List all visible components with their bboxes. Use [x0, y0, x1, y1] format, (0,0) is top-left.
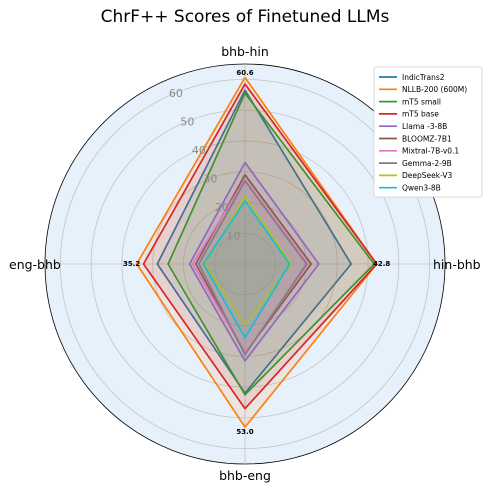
legend: IndicTrans2 NLLB-200 (600M) mT5 small mT5 b… — [373, 66, 483, 198]
legend-label: mT5 small — [402, 97, 441, 106]
axis-label: hin-bhb — [433, 257, 481, 272]
radial-tick-label: 60 — [169, 87, 183, 100]
grid — [45, 64, 445, 464]
max-value-label: 60.6 — [236, 69, 253, 77]
max-value-label: 53.0 — [236, 428, 253, 436]
legend-label: Llama -3-8B — [402, 122, 447, 131]
series-polygon — [197, 180, 308, 356]
legend-label: Gemma-2-9B — [402, 159, 452, 168]
legend-label: NLLB-200 (600M) — [402, 85, 467, 94]
legend-label: Qwen3-8B — [402, 184, 441, 193]
radial-tick-label: 10 — [226, 229, 240, 242]
axis-label: bhb-eng — [219, 468, 271, 483]
chart-title: ChrF++ Scores of Finetuned LLMs — [101, 7, 390, 27]
axis-label: eng-bhb — [9, 257, 61, 272]
radial-tick-label: 30 — [203, 172, 217, 185]
max-value-label: 35.2 — [123, 260, 140, 268]
legend-label: Mixtral-7B-v0.1 — [402, 147, 459, 156]
radial-tick-label: 20 — [215, 201, 229, 214]
legend-label: mT5 base — [402, 110, 439, 119]
series-group — [135, 76, 378, 428]
max-value-label: 42.8 — [373, 260, 390, 268]
legend-frame — [373, 66, 483, 198]
axis-label: bhb-hin — [221, 44, 269, 59]
series-polygon — [167, 92, 376, 396]
radial-tick-label: 40 — [192, 144, 206, 157]
legend-label: IndicTrans2 — [402, 73, 445, 82]
labels: 10 20 30 40 50 60 bhb-hin hin-bhb bhb-eng eng-bhb… — [9, 44, 481, 483]
series-polygon — [142, 83, 378, 410]
radial-tick-label: 50 — [180, 115, 194, 128]
legend-label: BLOOMZ-7B1 — [402, 134, 452, 143]
legend-label: DeepSeek-V3 — [402, 171, 452, 180]
series-polygon — [202, 200, 291, 339]
